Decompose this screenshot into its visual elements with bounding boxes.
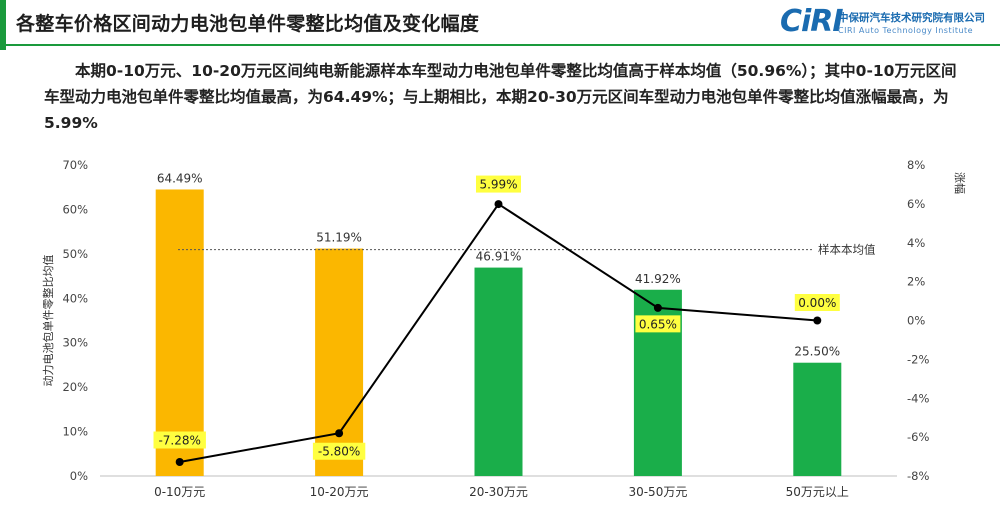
y-tick-label: 10%: [62, 425, 88, 439]
bar: [315, 248, 364, 476]
page-title: 各整车价格区间动力电池包单件零整比均值及变化幅度: [16, 13, 480, 35]
y-tick-label: 60%: [62, 202, 88, 216]
y-tick-label: 70%: [62, 158, 88, 172]
line-point: [653, 303, 662, 312]
title-accent-bar: [0, 0, 6, 50]
line-point: [175, 458, 184, 467]
x-tick-label: 10-20万元: [310, 485, 369, 499]
logo-english-name: CIRI Auto Technology Institute: [838, 26, 974, 35]
y2-tick-label: 6%: [907, 197, 925, 211]
bar: [155, 189, 204, 476]
y-axis-title: 动力电池包单件零整比均值: [41, 255, 55, 387]
y-tick-label: 40%: [62, 291, 88, 305]
line-value-label: -7.28%: [158, 434, 200, 448]
line-label-highlight: [312, 442, 366, 460]
bar: [474, 267, 523, 476]
x-tick-label: 50万元以上: [786, 485, 849, 499]
y2-tick-label: -8%: [907, 469, 929, 483]
line-point: [813, 316, 822, 325]
y2-tick-label: 8%: [907, 158, 925, 172]
y-tick-label: 20%: [62, 380, 88, 394]
line-value-label: -5.80%: [318, 445, 360, 459]
y2-axis-title: 涨幅: [953, 172, 966, 194]
y2-tick-label: 0%: [907, 314, 925, 328]
bar-value-label: 46.91%: [476, 250, 522, 264]
y-tick-label: 0%: [70, 469, 88, 483]
summary-text: 本期0-10万元、10-20万元区间纯电新能源样本车型动力电池包单件零整比均值高…: [44, 62, 957, 132]
line-label-highlight: [635, 315, 681, 333]
bar-value-label: 25.50%: [794, 345, 840, 359]
logo-chinese-name: 中保研汽车技术研究院有限公司: [838, 12, 985, 24]
line-label-highlight: [476, 175, 521, 193]
bar-value-label: 51.19%: [316, 231, 362, 245]
y2-tick-label: 4%: [907, 236, 925, 250]
line-label-highlight: [794, 294, 840, 311]
bar-value-label: 64.49%: [157, 171, 203, 185]
line-value-label: 0.00%: [798, 296, 836, 310]
y-tick-label: 30%: [62, 336, 88, 350]
x-tick-label: 0-10万元: [154, 485, 205, 499]
line-value-label: 5.99%: [479, 178, 517, 192]
x-tick-label: 20-30万元: [469, 485, 528, 499]
logo-mark: CiRI: [780, 4, 844, 39]
line-point: [335, 429, 344, 438]
y-tick-label: 50%: [62, 247, 88, 261]
price-range-chart: 0% 10% 20% 30% 40% 50% 60% 70% -8% -6% -4% -2% 0% 2% 4…: [41, 158, 966, 499]
y2-tick-label: -6%: [907, 430, 929, 444]
bar-value-label: 41.92%: [635, 272, 681, 286]
line-label-highlight: [153, 431, 206, 449]
company-logo: CiRI 中保研汽车技术研究院有限公司 CIRI Auto Technology…: [780, 4, 992, 42]
y2-tick-label: 2%: [907, 275, 925, 289]
line-point: [494, 200, 503, 209]
line-value-label: 0.65%: [639, 317, 677, 331]
y2-tick-label: -4%: [907, 391, 929, 405]
sample-average-label: 样本本均值: [818, 243, 876, 257]
y2-tick-label: -2%: [907, 352, 929, 366]
x-tick-label: 30-50万元: [628, 485, 687, 499]
header-divider: [0, 44, 1000, 46]
bar: [793, 362, 842, 476]
